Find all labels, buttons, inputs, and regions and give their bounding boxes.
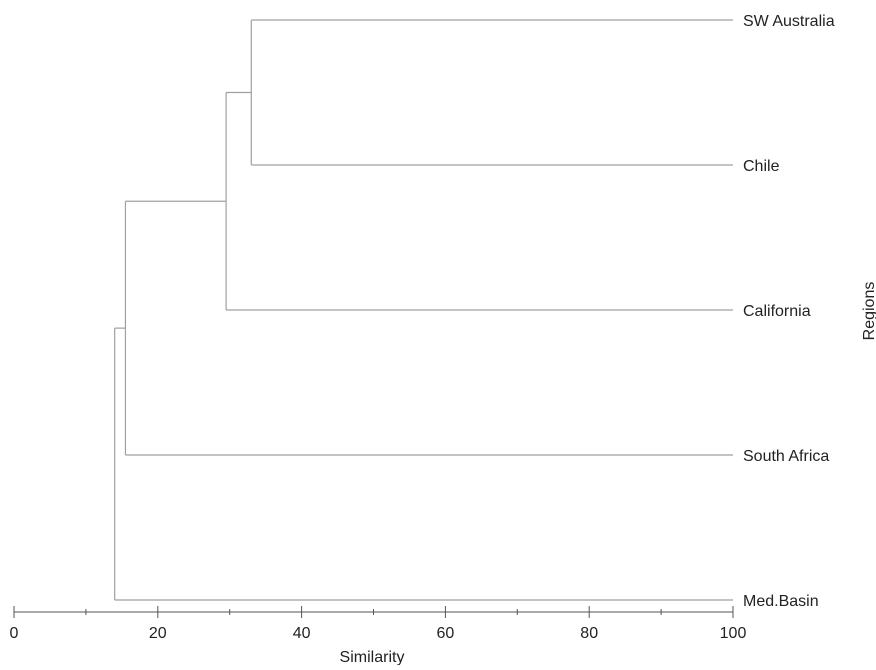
leaf-label-sw-australia: SW Australia [743,13,835,30]
leaf-labels: SW Australia Chile California South Africa M… [743,13,835,610]
leaf-label-med-basin: Med.Basin [743,593,819,610]
x-tick-label-60: 60 [437,625,455,642]
dendrogram-links [114,19,733,601]
leaf-label-chile: Chile [743,158,780,175]
x-tick-label-0: 0 [10,625,19,642]
leaf-label-california: California [743,303,811,320]
x-tick-label-40: 40 [293,625,311,642]
leaf-label-south-africa: South Africa [743,448,829,465]
x-axis-title: Similarity [340,649,405,665]
y-axis-title: Regions [861,282,876,341]
x-axis: 0 20 40 60 80 100 [10,606,747,642]
x-tick-label-80: 80 [580,625,598,642]
x-tick-label-100: 100 [720,625,747,642]
x-tick-label-20: 20 [149,625,167,642]
